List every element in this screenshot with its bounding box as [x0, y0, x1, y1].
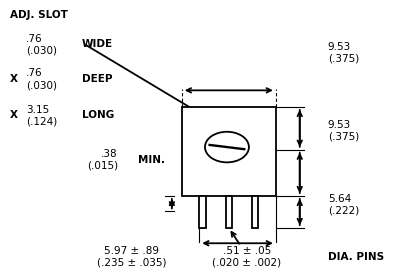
Text: .76
(.030): .76 (.030): [26, 68, 57, 90]
Text: 9.53
(.375): 9.53 (.375): [328, 120, 359, 142]
Bar: [252, 196, 258, 228]
Text: LONG: LONG: [82, 110, 114, 120]
Bar: [182, 107, 276, 196]
Text: MIN.: MIN.: [138, 155, 165, 165]
Text: X: X: [10, 74, 18, 84]
Text: 5.97 ± .89
(.235 ± .035): 5.97 ± .89 (.235 ± .035): [97, 246, 167, 268]
Text: 3.15
(.124): 3.15 (.124): [26, 105, 57, 126]
Text: DEEP: DEEP: [82, 74, 112, 84]
Text: DIA. PINS: DIA. PINS: [328, 252, 384, 262]
Text: WIDE: WIDE: [82, 39, 113, 49]
Text: .38
(.015): .38 (.015): [87, 149, 118, 171]
Bar: [226, 196, 232, 228]
Text: X: X: [10, 110, 18, 120]
Text: ADJ. SLOT: ADJ. SLOT: [10, 10, 68, 20]
Text: 9.53
(.375): 9.53 (.375): [328, 42, 359, 64]
Text: .76
(.030): .76 (.030): [26, 34, 57, 55]
Circle shape: [205, 132, 249, 162]
Bar: [199, 196, 206, 228]
Text: 5.64
(.222): 5.64 (.222): [328, 193, 359, 215]
Text: .51 ± .05
(.020 ± .002): .51 ± .05 (.020 ± .002): [212, 246, 282, 268]
